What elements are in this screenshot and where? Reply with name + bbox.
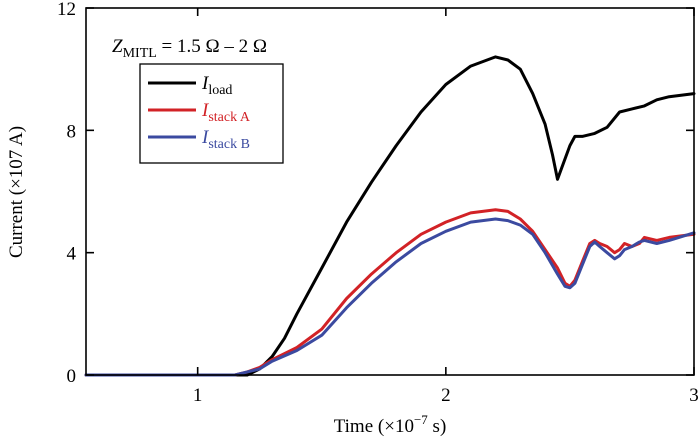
series-layer	[84, 55, 696, 377]
x-tick-label: 2	[441, 385, 451, 406]
y-axis-label: Current (×107 A)	[6, 126, 27, 258]
legend-label-load: Iload	[201, 73, 232, 98]
x-axis-label-main: Time (×10	[334, 416, 414, 437]
legend-label-main: I	[201, 127, 210, 148]
legend-label-sub: stack A	[208, 110, 250, 125]
legend-box	[139, 63, 284, 164]
series-line-load	[84, 55, 696, 377]
series-line-stack-b	[84, 217, 696, 377]
x-axis-label-tail: s)	[428, 416, 446, 437]
series-line-stack-a	[84, 208, 696, 377]
legend-label-main: I	[201, 100, 210, 121]
x-tick-label: 1	[193, 385, 203, 406]
annotation-text: = 1.5 Ω – 2 Ω	[157, 36, 267, 57]
impedance-annotation: ZMITL = 1.5 Ω – 2 Ω	[112, 36, 267, 61]
y-tick-label: 0	[67, 366, 77, 387]
x-axis-label-exponent: −7	[414, 412, 428, 427]
y-tick-label: 12	[57, 0, 76, 20]
legend-label-stack-b: Istack B	[201, 127, 250, 152]
annotation-variable: Z	[112, 36, 123, 57]
annotation-subscript: MITL	[123, 46, 157, 61]
y-tick-label: 4	[67, 244, 77, 265]
plot-frame	[85, 7, 695, 376]
legend-label-sub: load	[208, 83, 232, 98]
x-tick-label: 3	[689, 385, 699, 406]
x-axis-label: Time (×10−7 s)	[334, 412, 447, 437]
legend-label-main: I	[201, 73, 210, 94]
legend-label-stack-a: Istack A	[201, 100, 251, 125]
y-tick-label: 8	[67, 121, 77, 142]
legend-label-sub: stack B	[208, 137, 250, 152]
